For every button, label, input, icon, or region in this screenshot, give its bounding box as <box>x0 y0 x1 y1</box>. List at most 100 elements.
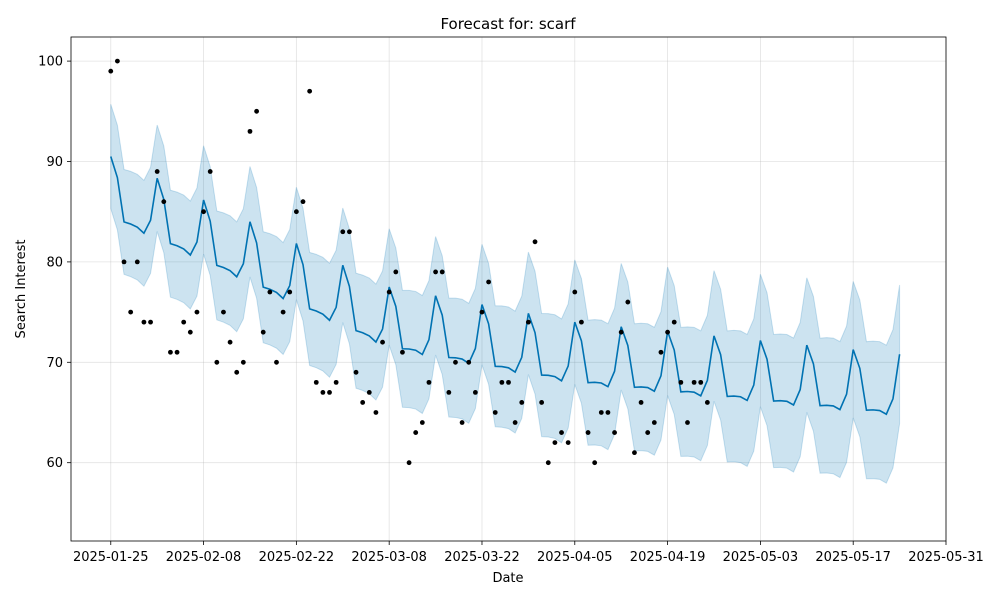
observed-point <box>625 299 631 305</box>
observed-point <box>439 269 445 275</box>
observed-point <box>141 319 147 325</box>
observed-point <box>678 379 684 385</box>
x-tick-label: 2025-04-05 <box>537 550 613 565</box>
observed-point <box>499 379 505 385</box>
observed-point <box>280 309 286 315</box>
observed-point <box>366 390 372 395</box>
observed-point <box>333 379 339 385</box>
y-tick-label: 70 <box>46 356 63 371</box>
observed-point <box>446 390 452 395</box>
observed-point <box>240 359 246 365</box>
observed-point <box>174 349 180 355</box>
observed-point <box>645 430 651 435</box>
observed-point <box>128 309 134 315</box>
observed-point <box>400 349 405 355</box>
observed-point <box>519 400 525 405</box>
observed-point <box>320 390 326 395</box>
observed-point <box>492 410 498 415</box>
observed-point <box>234 369 240 375</box>
observed-point <box>413 430 419 435</box>
observed-point <box>287 289 293 295</box>
observed-point <box>274 359 279 365</box>
observed-point <box>307 88 313 94</box>
observed-point <box>433 269 438 275</box>
observed-point <box>154 169 160 174</box>
observed-point <box>658 349 664 355</box>
y-axis-ticks: 60 70 80 90 100 <box>38 55 71 471</box>
observed-point <box>313 379 319 385</box>
grid-lines <box>71 37 947 541</box>
observed-point <box>121 259 127 265</box>
observed-point <box>181 319 187 325</box>
observed-point <box>479 309 485 315</box>
observed-point <box>453 359 458 365</box>
y-tick-label: 90 <box>46 155 63 170</box>
observed-point <box>214 359 220 365</box>
observed-point <box>386 289 392 295</box>
x-tick-label: 2025-05-31 <box>908 550 984 565</box>
observed-point <box>552 440 558 446</box>
x-tick-label: 2025-03-08 <box>351 550 427 565</box>
observed-point <box>148 319 153 325</box>
observed-point <box>466 359 472 365</box>
observed-point <box>572 289 578 295</box>
observed-point <box>665 329 670 335</box>
x-tick-label: 2025-03-22 <box>444 550 520 565</box>
y-tick-label: 60 <box>46 456 63 471</box>
plot-frame <box>70 36 947 542</box>
observed-point <box>260 329 266 335</box>
observed-point <box>685 420 690 425</box>
observed-point <box>187 329 193 335</box>
observed-point <box>704 400 710 405</box>
observed-point <box>406 460 412 466</box>
chart-title: Forecast for: scarf <box>440 15 576 33</box>
observed-point <box>532 239 538 245</box>
x-tick-label: 2025-05-17 <box>815 550 891 565</box>
observed-point <box>168 349 173 355</box>
x-tick-label: 2025-04-19 <box>630 550 706 565</box>
observed-point <box>227 339 233 345</box>
observed-point <box>207 169 213 174</box>
observed-point <box>300 199 306 205</box>
observed-point <box>327 390 332 395</box>
x-tick-label: 2025-02-08 <box>166 550 242 565</box>
observed-point <box>632 450 637 456</box>
observed-point <box>419 420 425 425</box>
observed-point <box>539 400 545 405</box>
observed-point <box>194 309 200 315</box>
observed-point <box>459 420 465 425</box>
y-tick-label: 80 <box>46 255 63 270</box>
observed-point <box>393 269 399 275</box>
observed-point <box>671 319 677 325</box>
observed-point <box>472 390 478 395</box>
observed-point <box>108 68 114 74</box>
observed-point <box>201 209 206 215</box>
observed-point <box>254 108 260 114</box>
observed-point <box>373 410 379 415</box>
observed-point <box>347 229 352 235</box>
observed-point <box>585 430 591 435</box>
observed-point <box>565 440 571 446</box>
x-axis-ticks: 2025-01-25 2025-02-08 2025-02-22 2025-03-08… <box>73 541 984 565</box>
observed-point <box>618 329 624 335</box>
observed-point <box>115 58 120 64</box>
observed-point <box>525 319 531 325</box>
observed-point <box>380 339 385 345</box>
y-tick-label: 100 <box>38 55 63 70</box>
observed-point <box>605 410 611 415</box>
observed-point <box>638 400 644 405</box>
observed-point <box>247 128 253 134</box>
observed-point <box>161 199 167 205</box>
y-axis-label: Search Interest <box>14 240 29 339</box>
observed-point <box>512 420 518 425</box>
x-axis-label: Date <box>492 571 523 586</box>
observed-point <box>426 379 432 385</box>
observed-point <box>579 319 584 325</box>
observed-point <box>221 309 226 315</box>
observed-point <box>698 379 704 385</box>
observed-point <box>545 460 551 466</box>
x-tick-label: 2025-02-22 <box>259 550 335 565</box>
observed-point <box>486 279 492 285</box>
observed-point <box>651 420 657 425</box>
